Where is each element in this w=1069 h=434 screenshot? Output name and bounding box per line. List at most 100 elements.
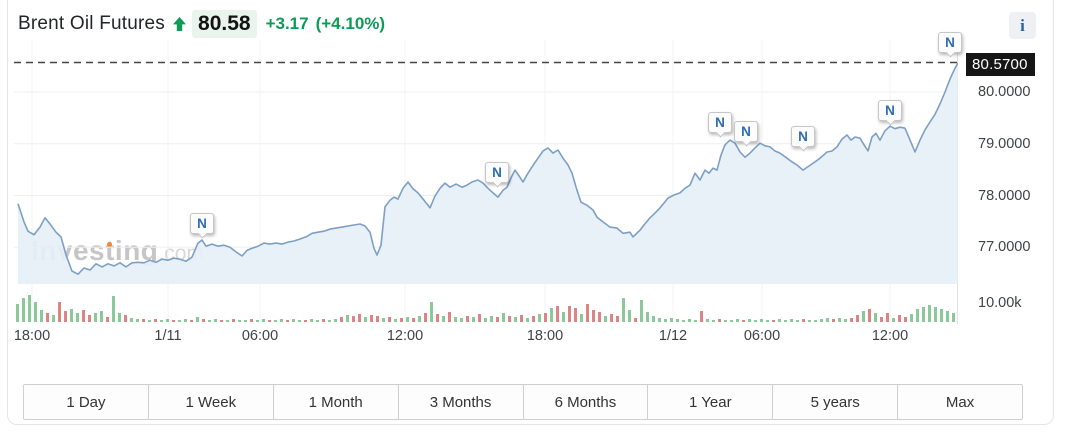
volume-bar [706,319,709,322]
volume-bar [586,304,589,322]
volume-bar [928,305,931,322]
volume-bar [580,314,583,322]
volume-bar [298,320,301,322]
info-button[interactable]: i [1009,12,1036,39]
volume-bar [100,311,103,322]
volume-bar [934,307,937,322]
volume-bar [310,319,313,322]
news-marker[interactable]: N [485,162,509,183]
volume-bar [646,312,649,322]
news-marker[interactable]: N [190,213,214,234]
volume-bar [622,298,625,322]
volume-bar [250,319,253,322]
volume-bar [658,318,661,322]
volume-bar [214,319,217,322]
volume-bar [796,320,799,322]
volume-bar [862,311,865,322]
volume-bar [490,316,493,322]
price-chart-canvas[interactable] [14,40,958,324]
volume-bar [670,318,673,322]
volume-bar [346,315,349,322]
volume-bar [694,320,697,322]
volume-bar [760,319,763,322]
volume-bar [406,317,409,322]
range-button-5-years[interactable]: 5 years [773,385,899,419]
volume-bar [820,319,823,322]
volume-bar [220,320,223,322]
volume-bar [700,311,703,322]
news-marker[interactable]: N [708,112,732,133]
news-marker[interactable]: N [878,100,902,121]
volume-bar [244,320,247,322]
volume-bar [718,319,721,322]
volume-bar [364,317,367,322]
volume-bar [436,314,439,322]
volume-bar [724,320,727,322]
volume-bar [520,315,523,322]
volume-bar [502,313,505,322]
volume-bar [616,316,619,322]
volume-bar [874,313,877,322]
volume-bar [946,311,949,322]
volume-bar [388,317,391,322]
range-button-1-week[interactable]: 1 Week [149,385,274,419]
range-button-bar: 1 Day 1 Week 1 Month 3 Months 6 Months 1 Year… [23,384,1023,420]
volume-bar [898,315,901,322]
current-price-tag: 80.5700 [966,53,1035,76]
volume-bar [352,316,355,322]
volume-bar [76,313,79,322]
range-button-max[interactable]: Max [898,385,1022,419]
volume-bar [598,312,601,322]
volume-bar [370,315,373,322]
volume-bar [556,306,559,322]
volume-bar [892,318,895,322]
volume-bar [304,320,307,322]
volume-bar [22,298,25,322]
volume-bar [52,315,55,322]
volume-bar [292,319,295,322]
volume-bar [430,302,433,322]
volume-bar [196,317,199,322]
volume-bar [202,319,205,322]
volume-bar [280,319,283,322]
x-axis-label: 1/12 [658,328,688,344]
volume-bar [46,313,49,322]
volume-bar [442,316,445,322]
volume-bar [628,310,631,322]
volume-bar [550,308,553,322]
up-arrow-icon [173,17,187,31]
volume-bar [562,312,565,322]
volume-bar [190,320,193,322]
price-line [17,62,958,276]
news-marker[interactable]: N [938,32,962,53]
volume-bar [832,319,835,322]
range-button-6-months[interactable]: 6 Months [524,385,649,419]
volume-axis-label: 10.00k [978,295,1022,311]
volume-bar [340,317,343,322]
volume-bar [838,318,841,322]
volume-bar [532,316,535,322]
volume-bar [652,316,655,322]
x-axis-label: 06:00 [743,328,781,344]
range-button-1-month[interactable]: 1 Month [274,385,399,419]
volume-bar [940,309,943,322]
x-axis-label: 12:00 [871,328,909,344]
volume-bar [268,320,271,322]
range-button-1-year[interactable]: 1 Year [648,385,774,419]
x-axis-label: 06:00 [241,328,279,344]
range-button-3-months[interactable]: 3 Months [399,385,524,419]
news-marker[interactable]: N [791,126,815,147]
volume-bar [568,306,571,322]
info-icon: i [1020,15,1025,35]
volume-bar [766,320,769,322]
y-axis-label: 79.0000 [978,135,1031,152]
volume-bar [184,319,187,322]
volume-bar [106,317,109,322]
quote-header: Brent Oil Futures 80.58 +3.17 (+4.10%) [18,8,385,40]
volume-bar [58,302,61,322]
range-button-1-day[interactable]: 1 Day [24,385,149,419]
volume-bar [274,320,277,322]
volume-bar [808,320,811,322]
news-marker[interactable]: N [734,121,758,142]
volume-bar [790,319,793,322]
